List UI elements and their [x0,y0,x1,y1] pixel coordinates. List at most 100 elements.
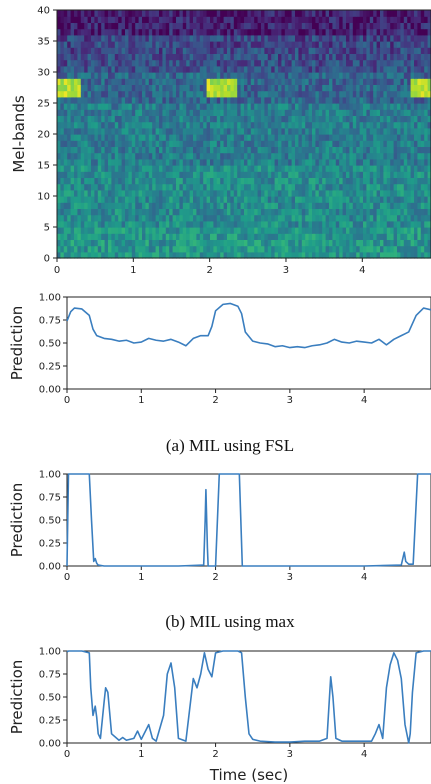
heat-cell [77,84,82,92]
heat-cell [390,152,395,160]
heat-cell [325,34,330,42]
heat-cell [352,134,357,141]
heat-cell [407,10,412,17]
heat-cell [176,53,180,61]
heat-cell [216,115,221,123]
heat-cell [363,22,367,30]
heat-cell [393,72,398,79]
heat-cell [223,171,228,178]
heat-cell [414,90,418,98]
heat-cell [298,220,303,228]
heat-cell [57,109,61,116]
heat-cell [210,158,214,166]
heat-cell [138,109,143,116]
heat-cell [169,34,174,42]
heat-cell [366,202,371,209]
heat-cell [400,208,405,216]
heat-cell [91,158,95,166]
heat-cell [366,53,371,61]
heat-cell [386,90,391,98]
heat-cell [363,109,367,116]
heat-cell [342,47,347,54]
heat-cell [108,78,112,85]
heat-cell [230,10,235,17]
heat-cell [131,233,136,240]
heat-cell [193,84,197,92]
heat-cell [420,227,425,234]
heat-cell [172,245,177,253]
heat-cell [104,53,109,61]
heat-cell [308,146,313,154]
heat-cell [407,245,412,253]
heat-cell [227,233,231,240]
heat-cell [240,16,245,23]
heat-cell [111,220,116,228]
heat-cell [271,245,276,253]
heat-cell [179,28,184,36]
heat-cell [97,152,102,160]
heat-cell [189,96,194,104]
heat-cell [108,16,112,23]
heat-cell [373,171,378,178]
heat-cell [220,214,225,222]
heat-cell [403,158,408,166]
heat-cell [237,34,242,42]
heat-cell [359,171,364,178]
heat-cell [70,28,75,36]
heat-cell [244,84,248,92]
heat-cell [308,72,313,79]
heat-cell [315,90,320,98]
heat-cell [233,96,238,104]
heat-cell [196,134,201,141]
heat-cell [407,158,412,166]
heat-cell [417,90,422,98]
heat-cell [349,84,354,92]
heat-cell [91,78,95,85]
heat-cell [67,53,72,61]
heat-cell [233,196,238,203]
heat-cell [220,96,225,104]
heat-cell [288,41,293,48]
heat-cell [339,220,344,228]
heat-cell [125,72,129,79]
heat-cell [397,152,401,160]
heat-cell [325,245,330,253]
heat-cell [315,227,320,234]
heat-cell [216,22,221,30]
heat-cell [148,121,153,129]
heat-cell [250,53,255,61]
heat-cell [108,59,112,67]
heat-cell [165,158,170,166]
heat-cell [247,196,252,203]
heat-cell [329,233,333,240]
heat-cell [138,220,143,228]
heat-cell [206,84,211,92]
heat-cell [278,140,282,147]
heat-cell [318,146,323,154]
heat-cell [111,53,116,61]
heat-cell [420,220,425,228]
heat-cell [145,171,150,178]
heat-cell [87,47,92,54]
heat-cell [335,245,340,253]
heat-cell [295,177,299,185]
heat-cell [152,208,157,216]
heat-cell [407,214,412,222]
heat-cell [373,127,378,135]
heat-cell [199,65,204,73]
heat-cell [80,72,85,79]
heat-cell [308,34,313,42]
heat-cell [159,41,163,48]
heat-cell [118,165,123,172]
heat-cell [390,22,395,30]
heat-cell [131,90,136,98]
heat-cell [369,158,374,166]
heat-cell [63,140,68,147]
heat-cell [165,53,170,61]
heat-cell [135,127,140,135]
heat-cell [335,109,340,116]
heat-cell [315,115,320,123]
heat-cell [142,78,146,85]
heat-cell [363,47,367,54]
heat-cell [111,65,116,73]
